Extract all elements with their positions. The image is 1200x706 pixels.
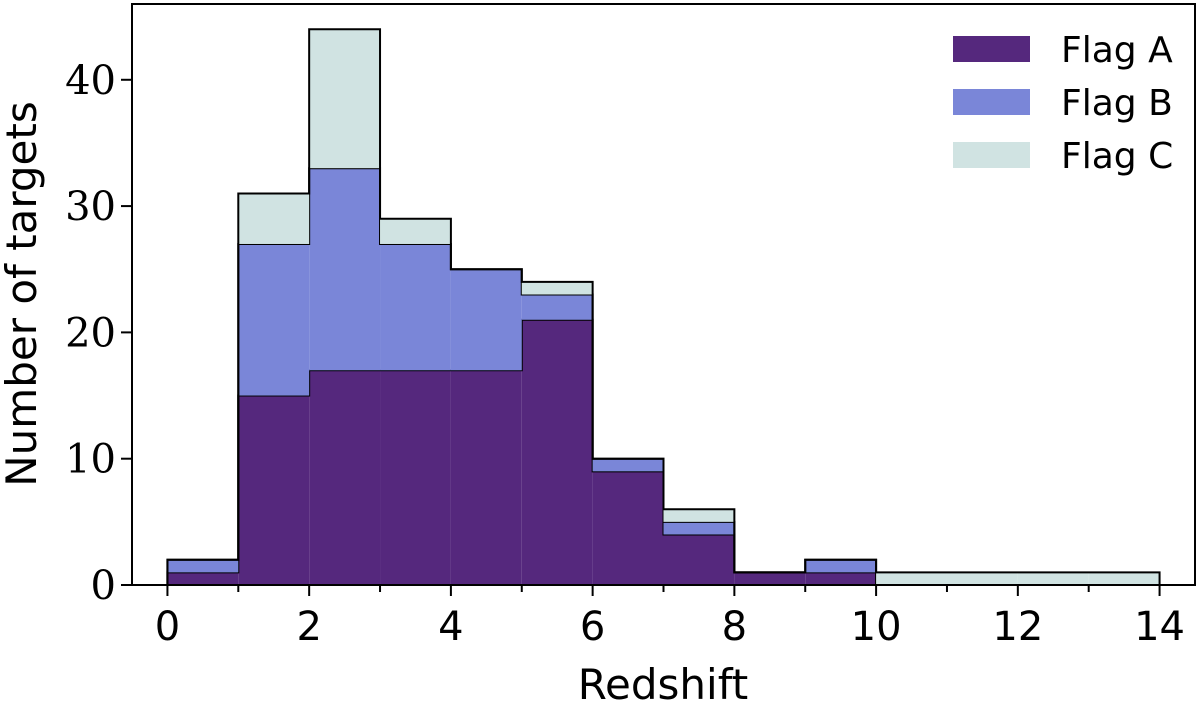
legend-swatch-flag-c [953, 142, 1030, 168]
step-outline-flag-c [166, 28, 1161, 585]
legend-swatch-flag-b [953, 89, 1030, 115]
x-tick-label: 0 [155, 604, 180, 650]
bar-flag-a-bin-7 [663, 534, 735, 585]
x-tick-label: 14 [1134, 604, 1185, 650]
bar-flag-b-bin-2 [309, 168, 381, 371]
x-tick-label: 2 [296, 604, 321, 650]
bar-flag-c-bin-3 [380, 218, 451, 244]
y-tick-label: 0 [91, 563, 116, 609]
legend-swatch-flag-a [953, 36, 1030, 62]
y-tick-label: 20 [65, 310, 116, 356]
bar-flag-c-bin-5 [521, 281, 593, 295]
x-axis-label: Redshift [578, 660, 748, 706]
bar-flag-b-bin-3 [380, 243, 451, 371]
bar-flag-a-bin-2 [309, 370, 381, 585]
x-tick-label: 10 [851, 604, 902, 650]
bar-flag-a-bin-0 [167, 572, 239, 585]
bar-flag-c-bin-11 [946, 572, 1018, 585]
bar-flag-a-bin-8 [734, 572, 806, 585]
x-tick-label: 6 [580, 604, 605, 650]
bar-flag-a-bin-5 [521, 319, 593, 585]
legend-label-flag-c: Flag C [1061, 136, 1173, 177]
y-tick-label: 30 [65, 184, 116, 230]
legend: Flag A Flag B Flag C [953, 30, 1173, 177]
x-tick-label: 4 [438, 604, 463, 650]
bar-flag-b-bin-7 [663, 521, 735, 535]
y-axis-label: Number of targets [0, 101, 46, 487]
bar-flag-b-bin-0 [167, 559, 239, 573]
histogram-bars [166, 28, 1161, 586]
x-axis: 0 2 4 6 8 10 12 14 [155, 585, 1185, 650]
bar-flag-b-bin-5 [521, 294, 593, 320]
bar-flag-a-bin-9 [805, 572, 877, 585]
bar-flag-b-bin-9 [805, 559, 877, 573]
x-tick-label: 8 [722, 604, 747, 650]
legend-label-flag-b: Flag B [1061, 83, 1173, 124]
bar-flag-a-bin-1 [238, 395, 310, 585]
y-tick-label: 40 [65, 58, 116, 104]
bar-flag-c-bin-1 [238, 193, 310, 244]
bar-flag-c-bin-2 [309, 29, 381, 169]
legend-label-flag-a: Flag A [1061, 30, 1173, 71]
bar-flag-a-bin-3 [380, 370, 451, 585]
y-tick-label: 10 [65, 437, 116, 483]
bar-flag-c-bin-12 [1017, 572, 1089, 585]
x-tick-label: 12 [992, 604, 1043, 650]
bar-flag-a-bin-6 [592, 471, 664, 585]
y-axis: 0 10 20 30 40 [65, 58, 132, 609]
bar-flag-c-bin-13 [1088, 572, 1160, 585]
bar-flag-a-bin-4 [450, 370, 522, 585]
bar-flag-b-bin-1 [238, 243, 310, 396]
bar-flag-c-bin-7 [663, 509, 735, 522]
bar-flag-c-bin-10 [876, 572, 947, 585]
bar-flag-b-bin-6 [592, 458, 664, 472]
bar-flag-b-bin-4 [450, 269, 522, 371]
